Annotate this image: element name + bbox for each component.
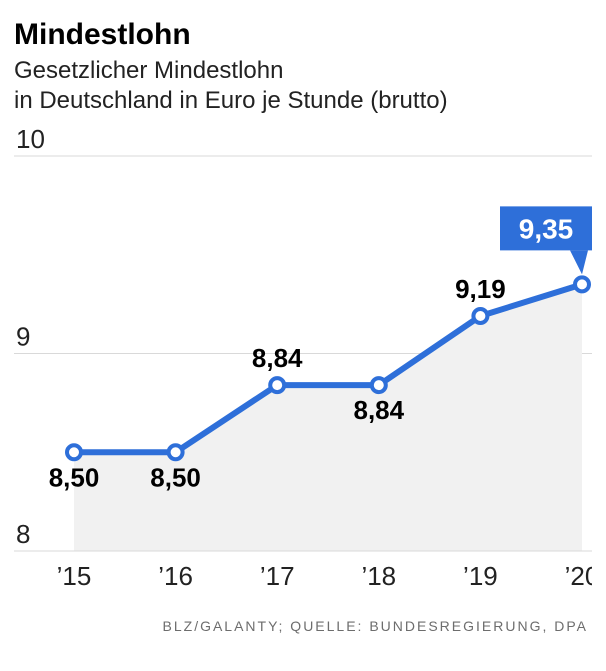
chart-svg: 9,35 8 9 10 ’15 ’16 ’17 ’18 ’19 ’20 8,50 8,50 8,84 8,… bbox=[14, 126, 592, 606]
data-marker bbox=[575, 277, 589, 291]
line-chart: 9,35 8 9 10 ’15 ’16 ’17 ’18 ’19 ’20 8,50 8,50 8,84 8,… bbox=[14, 126, 592, 606]
data-marker bbox=[67, 445, 81, 459]
x-tick-label: ’17 bbox=[260, 561, 295, 591]
data-label: 8,84 bbox=[252, 343, 303, 373]
data-marker bbox=[270, 378, 284, 392]
callout-pointer bbox=[570, 250, 588, 274]
data-label: 9,19 bbox=[455, 274, 506, 304]
x-tick-label: ’19 bbox=[463, 561, 498, 591]
source-attribution: BLZ/GALANTY; QUELLE: BUNDESREGIERUNG, DP… bbox=[14, 618, 592, 634]
data-label: 8,84 bbox=[353, 395, 404, 425]
data-label: 8,50 bbox=[49, 462, 100, 492]
x-tick-label: ’15 bbox=[57, 561, 92, 591]
subtitle-line-1: Gesetzlicher Mindestlohn bbox=[14, 57, 283, 84]
y-tick-label: 8 bbox=[16, 519, 30, 549]
area-fill bbox=[74, 284, 582, 551]
data-marker bbox=[372, 378, 386, 392]
chart-title: Mindestlohn bbox=[14, 18, 592, 52]
x-tick-label: ’18 bbox=[361, 561, 396, 591]
data-label: 8,50 bbox=[150, 462, 201, 492]
callout-label: 9,35 bbox=[519, 213, 574, 244]
y-tick-label: 10 bbox=[16, 126, 45, 154]
chart-subtitle: Gesetzlicher Mindestlohn in Deutschland … bbox=[14, 56, 592, 116]
data-marker bbox=[169, 445, 183, 459]
y-tick-label: 9 bbox=[16, 322, 30, 352]
data-marker bbox=[473, 309, 487, 323]
x-tick-label: ’16 bbox=[158, 561, 193, 591]
x-tick-label: ’20 bbox=[565, 561, 592, 591]
subtitle-line-2: in Deutschland in Euro je Stunde (brutto… bbox=[14, 87, 448, 114]
